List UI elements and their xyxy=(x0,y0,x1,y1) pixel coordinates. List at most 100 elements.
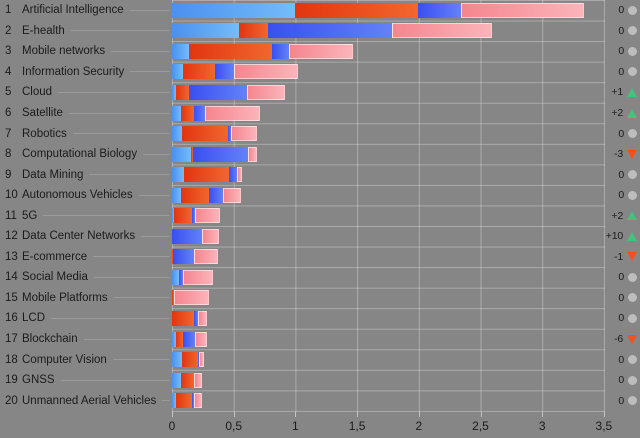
trend-down-icon xyxy=(627,252,637,262)
change-value: -6 xyxy=(614,333,623,346)
rank-label: 7 xyxy=(5,127,12,140)
bar-segment-orange-red xyxy=(181,126,228,142)
bar-segment-orange-red xyxy=(172,310,195,326)
rank-label: 1 xyxy=(5,4,12,17)
chart-row: 17 Blockchain -6 xyxy=(0,329,640,350)
bar-segment-indigo-blue xyxy=(191,208,196,224)
trend-flat-icon xyxy=(628,46,637,56)
bar-segment-light-blue xyxy=(172,269,180,285)
change-value: +2 xyxy=(611,107,623,119)
bar-segment-light-blue xyxy=(172,64,184,80)
bar-segment-pink xyxy=(248,146,258,162)
trend-flat-icon xyxy=(628,313,637,323)
change-cell: +10 xyxy=(605,230,640,242)
trend-up-icon xyxy=(627,87,637,97)
bar-segment-indigo-blue xyxy=(191,393,195,409)
trend-flat-icon xyxy=(628,129,637,139)
change-cell: -1 xyxy=(605,251,640,263)
trend-flat-icon xyxy=(628,190,637,200)
bar-segment-orange-red xyxy=(189,43,272,59)
x-axis-tick-label: 3 xyxy=(538,419,546,433)
change-cell: 0 xyxy=(605,45,640,57)
x-axis-tick-label: 2 xyxy=(415,419,423,433)
change-cell: 0 xyxy=(605,4,640,16)
stacked-bar xyxy=(172,105,605,121)
change-value: 0 xyxy=(618,394,624,407)
chart-row: 11 5G +2 xyxy=(0,205,640,226)
change-value: 0 xyxy=(618,168,624,181)
change-cell: 0 xyxy=(605,395,640,407)
row-label-group: 16 LCD xyxy=(0,312,172,324)
trend-down-icon xyxy=(627,149,637,159)
category-label: Autonomous Vehicles xyxy=(22,189,133,202)
row-label-group: 11 5G xyxy=(0,210,172,222)
x-axis-tick xyxy=(480,412,482,417)
rank-label: 11 xyxy=(5,209,17,222)
change-value: +10 xyxy=(605,230,623,243)
bar-segment-indigo-blue xyxy=(417,2,461,18)
row-label-group: 6 Satellite xyxy=(0,107,172,119)
rank-label: 5 xyxy=(5,86,12,99)
change-cell: 0 xyxy=(605,292,640,304)
bar-segment-orange-red xyxy=(183,64,216,80)
stacked-bar xyxy=(172,146,605,162)
chart-row: 3 Mobile networks 0 xyxy=(0,41,640,62)
rank-label: 19 xyxy=(5,374,18,387)
bar-segment-orange-red xyxy=(172,249,174,265)
bar-segment-light-blue xyxy=(172,331,176,347)
bar-segment-indigo-blue xyxy=(209,187,223,203)
trend-flat-icon xyxy=(628,375,637,385)
bar-segment-indigo-blue xyxy=(194,105,206,121)
trend-up-icon xyxy=(627,211,637,221)
change-cell: 0 xyxy=(605,25,640,37)
leader-line xyxy=(143,153,169,155)
category-label: E-commerce xyxy=(22,250,88,263)
bar-segment-pink xyxy=(233,64,298,80)
stacked-bar xyxy=(172,64,605,80)
chart-rows: 1 Artificial Intelligence 0 2 E-health 0… xyxy=(0,2,640,409)
bar-segment-pink xyxy=(194,249,218,265)
change-value: 0 xyxy=(618,271,624,284)
bar-segment-indigo-blue xyxy=(271,43,290,59)
bar-segment-indigo-blue xyxy=(179,269,184,285)
change-cell: +1 xyxy=(605,86,640,98)
chart-row: 4 Information Security 0 xyxy=(0,62,640,83)
category-label: Mobile Platforms xyxy=(22,291,108,304)
bar-segment-orange-red xyxy=(180,105,195,121)
row-label-group: 19 GNSS xyxy=(0,374,172,386)
bar-segment-light-blue xyxy=(172,352,182,368)
bar-segment-light-blue xyxy=(172,187,181,203)
row-label-group: 4 Information Security xyxy=(0,66,172,78)
bar-segment-light-blue xyxy=(172,393,176,409)
bar-segment-orange-red xyxy=(174,208,192,224)
category-label: Data Center Networks xyxy=(22,230,136,243)
row-label-group: 15 Mobile Platforms xyxy=(0,292,172,304)
trend-flat-icon xyxy=(628,170,637,180)
category-label: Blockchain xyxy=(22,333,78,346)
category-label: Unmanned Aerial Vehicles xyxy=(22,394,157,407)
change-cell: 0 xyxy=(605,169,640,181)
change-cell: 0 xyxy=(605,189,640,201)
stacked-bar xyxy=(172,84,605,100)
bar-segment-indigo-blue xyxy=(197,352,200,368)
bar-segment-pink xyxy=(199,352,205,368)
x-axis: 0 0,5 1 1,5 2 2,5 3 3,5 xyxy=(0,412,640,438)
bar-segment-light-blue xyxy=(172,2,296,18)
x-axis-tick xyxy=(603,412,605,417)
x-axis-tick-label: 1,5 xyxy=(348,419,366,433)
category-label: Artificial Intelligence xyxy=(22,4,124,17)
leader-line xyxy=(68,112,169,114)
x-axis-tick xyxy=(233,412,235,417)
bar-segment-light-blue xyxy=(172,146,191,162)
change-value: -3 xyxy=(614,148,623,161)
bar-segment-pink xyxy=(195,208,221,224)
change-cell: 0 xyxy=(605,374,640,386)
stacked-bar xyxy=(172,249,605,265)
leader-line xyxy=(70,30,169,32)
row-label-group: 5 Cloud xyxy=(0,86,172,98)
bar-segment-pink xyxy=(183,269,213,285)
bar-segment-indigo-blue xyxy=(172,228,202,244)
chart-row: 5 Cloud +1 xyxy=(0,82,640,103)
category-label: Information Security xyxy=(22,65,125,78)
